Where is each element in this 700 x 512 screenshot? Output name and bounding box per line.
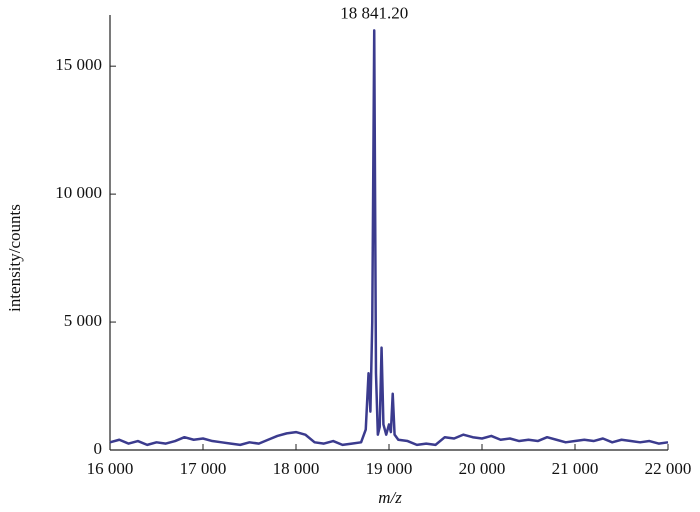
- x-tick-label: 20 000: [459, 459, 506, 478]
- y-tick-label: 5 000: [64, 311, 102, 330]
- x-tick-label: 22 000: [645, 459, 692, 478]
- y-tick-label: 10 000: [55, 183, 102, 202]
- y-tick-label: 15 000: [55, 55, 102, 74]
- x-tick-label: 17 000: [180, 459, 227, 478]
- x-tick-label: 21 000: [552, 459, 599, 478]
- x-axis-label: m/z: [378, 488, 402, 507]
- y-axis-label: intensity/counts: [5, 204, 24, 312]
- spectrum-line: [109, 29, 669, 447]
- x-tick-label: 18 000: [273, 459, 320, 478]
- x-tick-label: 19 000: [366, 459, 413, 478]
- y-tick-label: 0: [94, 439, 103, 458]
- x-tick-label: 16 000: [87, 459, 134, 478]
- peak-annotation: 18 841.20: [340, 3, 408, 22]
